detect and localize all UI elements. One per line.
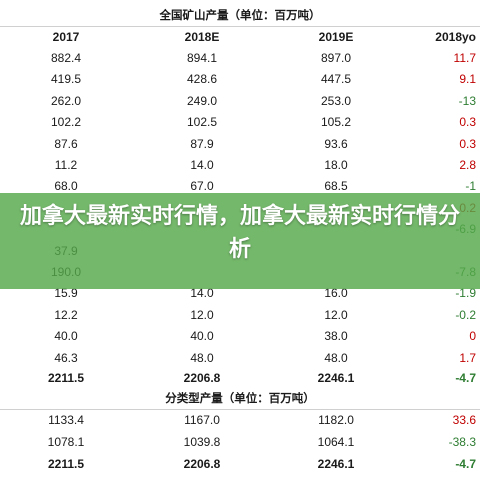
table-cell: 14.0: [190, 158, 214, 172]
headline-text: 加拿大最新实时行情，加拿大最新实时行情分析: [19, 204, 460, 262]
table-row: 1133.4 1167.0 1182.0 33.6: [0, 409, 480, 431]
table-title: 全国矿山产量（单位：百万吨）: [159, 8, 321, 22]
table-cell: 12.2: [54, 307, 78, 322]
total-cell: 2246.1: [317, 457, 355, 471]
table-cell: 68.0: [54, 179, 78, 194]
table-row: 46.3 48.0 48.0 1.7: [0, 347, 480, 369]
table-row: 87.6 87.9 93.6 0.3: [0, 133, 480, 155]
header-cell: 2018E: [184, 30, 220, 44]
header-cell: 2019E: [318, 30, 354, 44]
header-cell: 2017: [52, 30, 80, 44]
table-cell: 40.0: [190, 329, 214, 344]
table-cell: 897.0: [320, 51, 352, 65]
table-row: 882.4 894.1 897.0 11.7: [0, 47, 480, 69]
table-cell: 46.3: [54, 350, 78, 365]
table-cell: 33.6: [452, 413, 476, 427]
table-row: 102.2 102.5 105.2 0.3: [0, 111, 480, 133]
table-cell: 1133.4: [48, 413, 84, 427]
table-cell: 0.3: [459, 136, 476, 151]
total-cell: -4.7: [455, 371, 476, 385]
table-cell: 0.3: [459, 115, 476, 130]
table-cell: 102.2: [50, 115, 82, 130]
table-cell: 38.0: [324, 329, 348, 344]
divider: [0, 26, 480, 27]
table-cell: -38.3: [448, 435, 476, 449]
table-row: 1078.1 1039.8 1064.1 -38.3: [0, 431, 480, 453]
table-cell: 87.6: [54, 136, 78, 151]
table-cell: 428.6: [186, 72, 218, 87]
table-cell: 87.9: [190, 136, 214, 151]
table-cell: 9.1: [459, 72, 476, 87]
table-row: 15.9 14.0 16.0 -1.9: [0, 282, 480, 304]
total-cell: 2206.8: [183, 457, 221, 471]
table-cell: 2.8: [459, 158, 476, 172]
subtotal-row: 2211.5 2206.8 2246.1 -4.7: [0, 453, 480, 475]
total-cell: 2246.1: [317, 371, 355, 385]
table-cell: 1064.1: [317, 435, 355, 449]
table-cell: 15.9: [54, 286, 78, 301]
table-cell: 48.0: [324, 350, 348, 365]
table-cell: 0: [469, 329, 476, 344]
table-cell: 262.0: [50, 93, 82, 108]
table-cell: 1039.8: [183, 435, 221, 449]
total-cell: 2211.5: [47, 457, 85, 471]
table-cell: 67.0: [190, 179, 214, 194]
table-cell: 11.2: [54, 158, 78, 172]
total-cell: -4.7: [455, 457, 476, 471]
header-cell: 2018yo: [435, 30, 476, 44]
table-cell: -0.2: [455, 307, 476, 322]
table-cell: -1: [465, 179, 476, 194]
table-row: 11.2 14.0 18.0 2.8: [0, 154, 480, 176]
table-cell: -13: [458, 93, 476, 108]
total-cell: 2206.8: [183, 371, 221, 385]
table-cell: 48.0: [190, 350, 214, 365]
headline-banner: [0, 193, 480, 289]
table-cell: 12.0: [324, 307, 348, 322]
table-cell: 1182.0: [318, 413, 354, 427]
table-cell: 93.6: [324, 136, 348, 151]
table-cell: 40.0: [54, 329, 78, 344]
subtable-title: 分类型产量（单位：百万吨）: [165, 391, 315, 405]
table-cell: 249.0: [186, 93, 218, 108]
table-cell: 68.5: [324, 179, 348, 194]
table-cell: 1078.1: [47, 435, 85, 449]
table-cell: 1.7: [459, 350, 476, 365]
total-cell: 2211.5: [47, 371, 85, 385]
table-cell: -1.9: [455, 286, 476, 301]
table-cell: 1167.0: [184, 413, 220, 427]
table-cell: 11.7: [453, 51, 476, 65]
total-row: 2211.5 2206.8 2246.1 -4.7: [0, 367, 480, 389]
table-cell: 253.0: [320, 93, 352, 108]
table-cell: 12.0: [190, 307, 214, 322]
table-cell: 447.5: [320, 72, 352, 87]
table-cell: 882.4: [50, 51, 82, 65]
table-cell: 419.5: [50, 72, 82, 87]
table-cell: 16.0: [324, 286, 348, 301]
table-row: 419.5 428.6 447.5 9.1: [0, 68, 480, 90]
table-cell: 102.5: [186, 115, 218, 130]
table-cell: 14.0: [190, 286, 214, 301]
table-cell: 894.1: [186, 51, 218, 65]
header-row: 2017 2018E 2019E 2018yo: [0, 26, 480, 48]
table-row: 262.0 249.0 253.0 -13: [0, 90, 480, 112]
table-cell: 105.2: [320, 115, 352, 130]
table-row: 40.0 40.0 38.0 0: [0, 325, 480, 347]
table-cell: 18.0: [324, 158, 348, 172]
divider: [0, 409, 480, 410]
table-row: 12.2 12.0 12.0 -0.2: [0, 304, 480, 326]
table-row: 68.0 67.0 68.5 -1: [0, 175, 480, 197]
